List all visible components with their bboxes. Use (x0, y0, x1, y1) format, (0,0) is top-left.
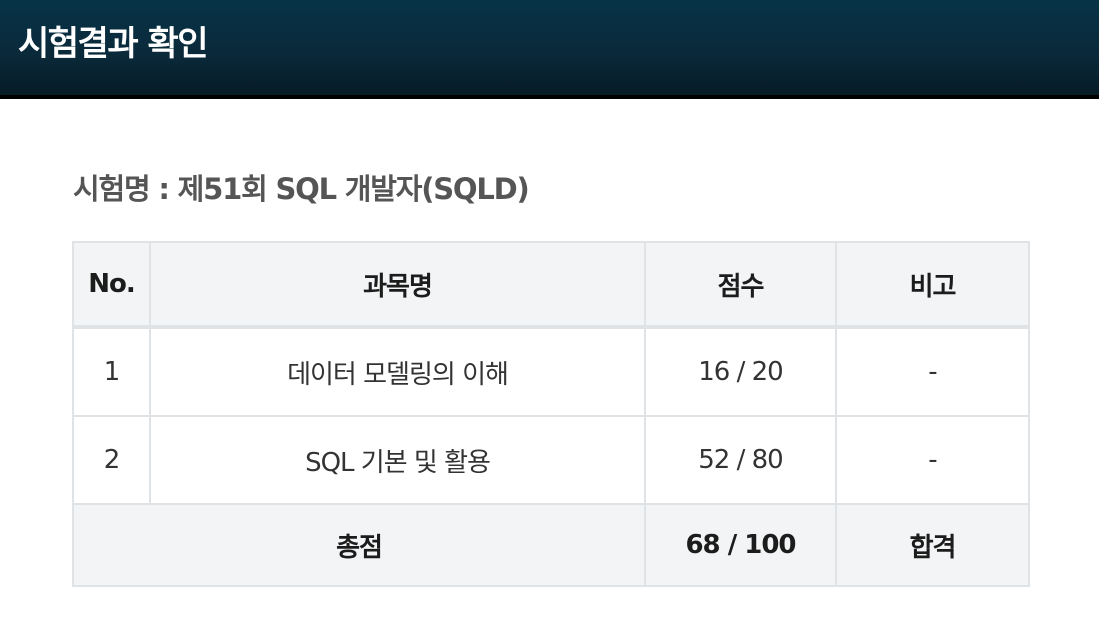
row-note: - (835, 415, 1030, 505)
row-score: 16 / 20 (644, 326, 837, 417)
exam-name: 시험명 : 제51회 SQL 개발자(SQLD) (73, 172, 530, 206)
column-header-score: 점수 (644, 241, 837, 329)
row-subject: SQL 기본 및 활용 (149, 415, 646, 505)
column-header-no: No. (72, 241, 151, 329)
total-score: 68 / 100 (644, 503, 837, 587)
table-header-row: No. 과목명 점수 비고 (72, 241, 1030, 329)
row-subject: 데이터 모델링의 이해 (149, 326, 646, 417)
table-row: 1 데이터 모델링의 이해 16 / 20 - (72, 326, 1030, 417)
row-number: 2 (72, 415, 151, 505)
row-number: 1 (72, 326, 151, 417)
column-header-note: 비고 (835, 241, 1030, 329)
row-note: - (835, 326, 1030, 417)
row-score: 52 / 80 (644, 415, 837, 505)
page-title: 시험결과 확인 (18, 24, 209, 64)
table-row: 2 SQL 기본 및 활용 52 / 80 - (72, 415, 1030, 505)
pass-result: 합격 (835, 503, 1030, 587)
column-header-subject: 과목명 (149, 241, 646, 329)
total-row: 총점 68 / 100 합격 (72, 503, 1030, 587)
total-label: 총점 (72, 503, 646, 587)
result-table: No. 과목명 점수 비고 1 데이터 모델링의 이해 16 / 20 - 2 … (72, 241, 1030, 587)
page-header: 시험결과 확인 (0, 0, 1099, 99)
